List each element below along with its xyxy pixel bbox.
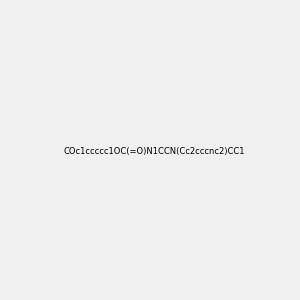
Text: COc1ccccc1OC(=O)N1CCN(Cc2cccnc2)CC1: COc1ccccc1OC(=O)N1CCN(Cc2cccnc2)CC1 (63, 147, 244, 156)
